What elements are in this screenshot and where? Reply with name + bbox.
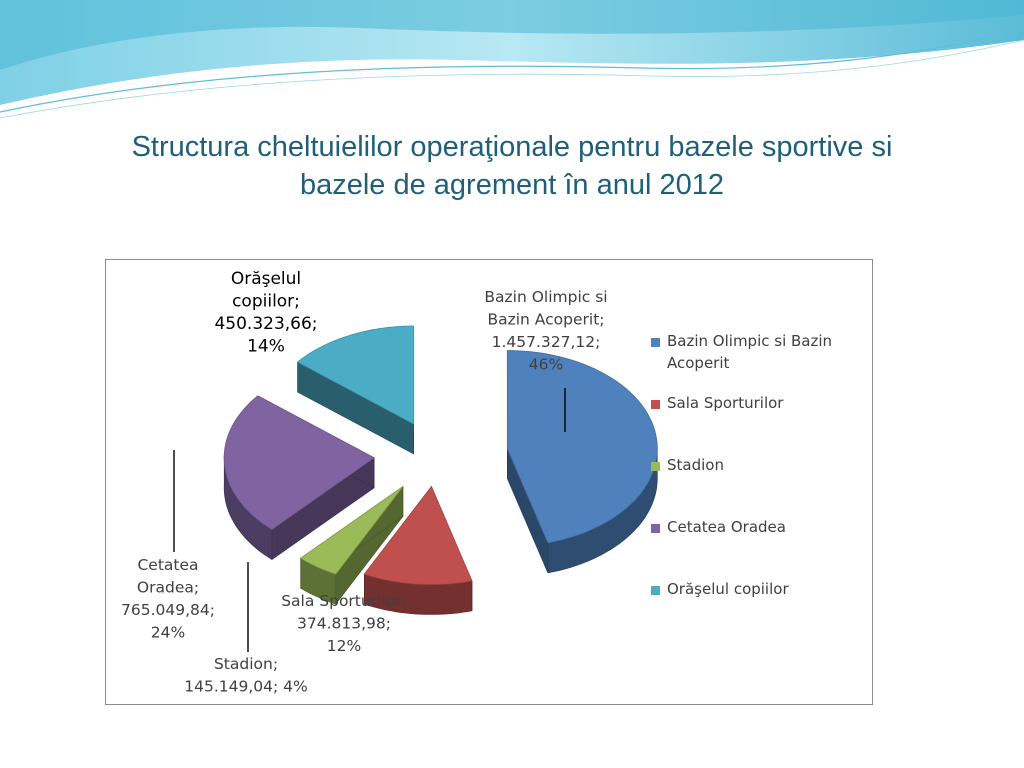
pie-chart: Bazin Olimpic si Bazin Acoperit; 1.457.327…: [121, 269, 658, 696]
data-label-sala-line-2: 12%: [327, 637, 361, 655]
pie-slice-top-bazin: [506, 350, 658, 544]
legend-swatch-orasel: [651, 586, 660, 595]
legend-label-orasel: Orăşelul copiilor: [667, 580, 789, 598]
legend-label-bazin: Bazin Olimpic si Bazin Acoperit: [667, 332, 833, 372]
legend-item-sala: Sala Sporturilor: [651, 392, 866, 414]
data-label-cetatea-line-3: 24%: [151, 624, 185, 642]
data-label-cetatea-line-1: Oradea;: [137, 579, 199, 597]
data-label-stadion-line-1: 145.149,04; 4%: [184, 678, 308, 696]
data-label-cetatea-line-2: 765.049,84;: [121, 601, 215, 619]
legend-item-stadion: Stadion: [651, 454, 866, 476]
data-label-bazin-line-3: 46%: [529, 356, 563, 374]
data-label-orasel: Orăşelul copiilor; 450.323,66; 14%: [214, 269, 317, 357]
legend-label-stadion: Stadion: [667, 456, 724, 474]
pie-slice-top-orasel: [296, 325, 415, 425]
slide-title: Structura cheltuielilor operaţionale pen…: [40, 128, 984, 204]
pie-slice-top-stadion: [299, 486, 404, 575]
data-label-orasel-line-0: Orăşelul: [231, 269, 301, 289]
legend-swatch-stadion: [651, 462, 660, 471]
pie-chart-frame: Bazin Olimpic si Bazin Acoperit; 1.457.327…: [105, 259, 873, 705]
pie-slice-cetatea: [223, 395, 375, 561]
chart-legend: Bazin Olimpic si Bazin Acoperit Sala Spo…: [651, 330, 866, 600]
pie-slice-top-sala: [363, 485, 473, 585]
data-label-cetatea: Cetatea Oradea; 765.049,84; 24%: [121, 556, 215, 642]
legend-swatch-bazin: [651, 338, 660, 347]
pie-slice-sala: [363, 485, 473, 615]
data-label-stadion: Stadion; 145.149,04; 4%: [184, 655, 308, 696]
pie-slice-bazin: [506, 350, 658, 574]
data-label-orasel-line-2: 450.323,66;: [214, 314, 317, 334]
data-label-cetatea-line-0: Cetatea: [137, 556, 198, 574]
data-label-bazin-line-1: Bazin Acoperit;: [487, 311, 604, 329]
pie-slice-orasel: [296, 325, 415, 455]
data-label-orasel-line-1: copiilor;: [232, 292, 300, 312]
top-wave-decoration: [0, 0, 1024, 119]
legend-swatch-cetatea: [651, 524, 660, 533]
data-label-orasel-line-3: 14%: [247, 337, 285, 357]
data-label-bazin: Bazin Olimpic si Bazin Acoperit; 1.457.327…: [484, 288, 607, 374]
slide-title-line-1: Structura cheltuielilor operaţionale pen…: [131, 131, 893, 163]
data-label-sala: Sala Sporturilor; 374.813,98; 12%: [281, 592, 407, 655]
data-label-sala-line-0: Sala Sporturilor;: [281, 592, 407, 610]
pie-slice-stadion: [299, 485, 404, 605]
legend-swatch-sala: [651, 400, 660, 409]
legend-label-cetatea: Cetatea Oradea: [667, 518, 786, 536]
legend-item-orasel: Orăşelul copiilor: [651, 578, 866, 600]
data-label-sala-line-1: 374.813,98;: [297, 615, 391, 633]
data-label-bazin-line-0: Bazin Olimpic si: [484, 288, 607, 306]
data-label-bazin-line-2: 1.457.327,12;: [492, 333, 601, 351]
data-label-stadion-line-0: Stadion;: [214, 655, 278, 673]
legend-item-bazin: Bazin Olimpic si Bazin Acoperit: [651, 330, 866, 374]
legend-label-sala: Sala Sporturilor: [667, 394, 784, 412]
legend-item-cetatea: Cetatea Oradea: [651, 516, 866, 538]
pie-slice-top-cetatea: [223, 395, 375, 530]
slide-title-line-2: bazele de agrement în anul 2012: [299, 169, 725, 201]
